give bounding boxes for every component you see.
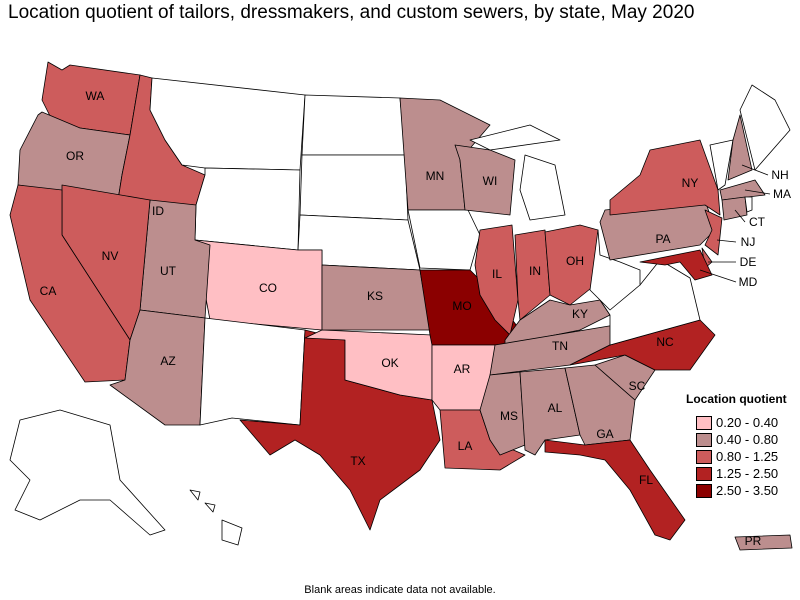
state-mi: [519, 154, 566, 221]
state-label: MO: [452, 299, 471, 313]
state-ma: [719, 179, 766, 201]
legend-item: 2.50 - 3.50: [686, 482, 787, 499]
legend-item: 0.20 - 0.40: [686, 414, 787, 431]
legend-label: 1.25 - 2.50: [716, 466, 779, 481]
state-label: MA: [773, 187, 791, 201]
state-nc: [569, 319, 716, 371]
legend-label: 0.20 - 0.40: [716, 415, 779, 430]
state-label: PR: [745, 534, 762, 548]
state-label: IN: [529, 264, 541, 278]
state-vt: [709, 139, 734, 191]
legend-item: 1.25 - 2.50: [686, 465, 787, 482]
state-label: NC: [656, 335, 674, 349]
state-label: CT: [749, 215, 766, 229]
label-leader-line: [744, 189, 771, 195]
label-leader-line: [741, 164, 769, 176]
state-label: SC: [629, 379, 646, 393]
legend-swatch: [696, 415, 712, 430]
legend-item: 0.40 - 0.80: [686, 431, 787, 448]
state-in: [514, 229, 551, 321]
state-ia: [407, 209, 481, 271]
state-me: [739, 84, 791, 171]
state-ny: [609, 139, 721, 216]
state-label: AZ: [160, 354, 175, 368]
state-label: GA: [596, 427, 613, 441]
state-label: PA: [655, 232, 670, 246]
legend-swatch: [696, 449, 712, 464]
legend-swatch: [696, 432, 712, 447]
state-sd: [299, 154, 409, 221]
state-il: [474, 224, 519, 336]
state-label: KY: [572, 307, 588, 321]
state-label: DE: [740, 255, 757, 269]
state-hi: [221, 519, 243, 546]
legend-swatch: [696, 466, 712, 481]
state-label: MD: [739, 275, 758, 289]
state-label: MS: [500, 409, 518, 423]
legend-item: 0.80 - 1.25: [686, 448, 787, 465]
label-leader-line: [716, 239, 737, 243]
legend-label: 2.50 - 3.50: [716, 483, 779, 498]
legend-swatch: [696, 483, 712, 498]
map-title: Location quotient of tailors, dressmaker…: [8, 2, 695, 23]
state-label: FL: [639, 473, 653, 487]
state-hi: [189, 489, 201, 501]
state-label: NH: [771, 168, 788, 182]
state-label: NJ: [741, 235, 756, 249]
state-label: UT: [160, 264, 177, 278]
legend-label: 0.40 - 0.80: [716, 432, 779, 447]
state-wy: [194, 167, 301, 251]
state-nh: [727, 114, 753, 181]
state-wv: [589, 229, 641, 311]
state-mi: [469, 124, 561, 151]
state-md: [639, 249, 713, 281]
state-label: KS: [367, 289, 383, 303]
state-label: AL: [548, 401, 563, 415]
state-va: [599, 259, 701, 346]
state-label: WA: [86, 89, 105, 103]
state-label: OK: [381, 356, 398, 370]
label-leader-line: [699, 269, 737, 283]
state-label: NV: [102, 249, 119, 263]
state-label: ID: [152, 204, 164, 218]
state-label: NY: [682, 176, 699, 190]
state-label: IL: [492, 267, 502, 281]
state-label: LA: [458, 439, 473, 453]
state-label: CO: [259, 281, 277, 295]
state-pr: [734, 534, 793, 551]
state-ct: [721, 196, 748, 221]
state-ri: [744, 196, 753, 213]
legend-title: Location quotient: [686, 392, 787, 406]
state-label: MN: [426, 169, 445, 183]
state-nd: [301, 94, 406, 156]
state-ak: [9, 409, 166, 536]
label-leader-line: [734, 209, 746, 223]
legend-label: 0.80 - 1.25: [716, 449, 779, 464]
state-label: OR: [66, 149, 84, 163]
state-label: OH: [566, 254, 584, 268]
state-hi: [204, 502, 216, 513]
state-nm: [199, 317, 306, 426]
state-label: TN: [552, 339, 568, 353]
state-label: WI: [483, 174, 498, 188]
footnote: Blank areas indicate data not available.: [304, 584, 496, 596]
state-fl: [544, 439, 686, 541]
state-label: AR: [454, 362, 471, 376]
state-label: TX: [350, 454, 365, 468]
state-nj: [704, 209, 723, 256]
legend: Location quotient 0.20 - 0.40 0.40 - 0.80…: [686, 392, 787, 499]
state-label: CA: [40, 284, 57, 298]
